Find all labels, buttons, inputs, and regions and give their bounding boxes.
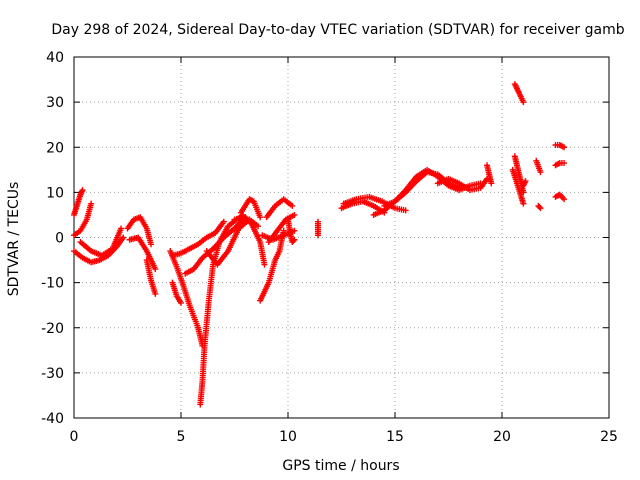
data-point	[561, 160, 568, 167]
data-point	[537, 205, 544, 212]
data-point	[257, 214, 264, 221]
series-arc-q	[259, 227, 298, 243]
series-arc-g	[143, 257, 159, 297]
y-tick-label: 30	[46, 95, 64, 111]
data-point	[152, 290, 159, 297]
y-tick-label: -10	[41, 276, 64, 292]
series-arc-aa	[484, 162, 495, 187]
data-point	[178, 299, 184, 306]
series-arc-af	[533, 157, 544, 176]
data-point	[120, 234, 127, 241]
series-arc-r	[263, 196, 296, 221]
data-point	[520, 99, 527, 106]
y-tick-label: 10	[46, 185, 64, 201]
x-tick-label: 10	[279, 429, 297, 445]
data-marks	[71, 81, 568, 408]
data-point	[289, 202, 296, 209]
series-arc-d	[77, 225, 125, 259]
data-point	[291, 236, 298, 243]
series-arc-u	[314, 218, 321, 239]
data-point	[402, 207, 409, 214]
grid	[74, 57, 609, 418]
series-arc-ah	[552, 141, 568, 151]
series-arc-ag	[535, 202, 544, 212]
data-point	[79, 187, 86, 194]
chart-title: Day 298 of 2024, Sidereal Day-to-day VTE…	[51, 22, 624, 38]
series-arc-c	[71, 200, 95, 239]
data-point	[561, 196, 568, 203]
data-point	[314, 232, 321, 239]
x-tick-label: 15	[386, 429, 404, 445]
data-point	[522, 178, 529, 185]
series-arc-f	[126, 234, 159, 273]
series-arc-ad	[509, 166, 527, 207]
y-tick-label: 40	[46, 50, 64, 66]
series-arc-ai	[552, 160, 568, 169]
data-point	[488, 180, 495, 187]
data-point	[88, 200, 95, 207]
series-arc-e	[124, 214, 155, 248]
series-arc-t	[285, 216, 298, 246]
data-point	[520, 200, 527, 207]
series-arc-i	[169, 218, 227, 259]
series-arc-ab	[511, 81, 527, 106]
series-arc-aj	[552, 191, 568, 203]
series-arc-n	[231, 214, 268, 268]
data-point	[220, 218, 227, 225]
y-tick-label: -30	[41, 366, 64, 382]
series-arc-a	[71, 187, 86, 218]
y-tick-label: 0	[55, 231, 64, 247]
series-arc-j	[169, 279, 184, 306]
data-point	[561, 144, 568, 151]
y-tick-label: 20	[46, 140, 64, 156]
data-point	[152, 266, 159, 273]
series-arc-ae	[520, 178, 529, 189]
x-tick-label: 25	[600, 429, 618, 445]
x-tick-label: 20	[493, 429, 511, 445]
data-point	[291, 211, 298, 218]
series-arc-o	[237, 196, 264, 221]
series-arc-z	[434, 175, 491, 194]
data-point	[290, 237, 297, 244]
series-arc-y	[381, 169, 463, 209]
data-point	[148, 241, 155, 248]
x-tick-label: 5	[177, 429, 186, 445]
data-point	[261, 261, 268, 268]
y-tick-label: -20	[41, 321, 64, 337]
y-axis-label: SDTVAR / TECUs	[6, 182, 22, 297]
axis-ticks: 0 5 10 15 20 25 -40 -30 -20 -10 0 10 20 30 40	[41, 50, 618, 445]
data-point	[537, 169, 544, 176]
x-axis-label: GPS time / hours	[282, 458, 399, 474]
data-point	[255, 223, 262, 230]
data-point	[118, 225, 125, 232]
x-tick-label: 0	[70, 429, 79, 445]
y-tick-label: -40	[41, 411, 64, 427]
series-arc-h	[167, 248, 206, 349]
data-point	[536, 204, 543, 211]
